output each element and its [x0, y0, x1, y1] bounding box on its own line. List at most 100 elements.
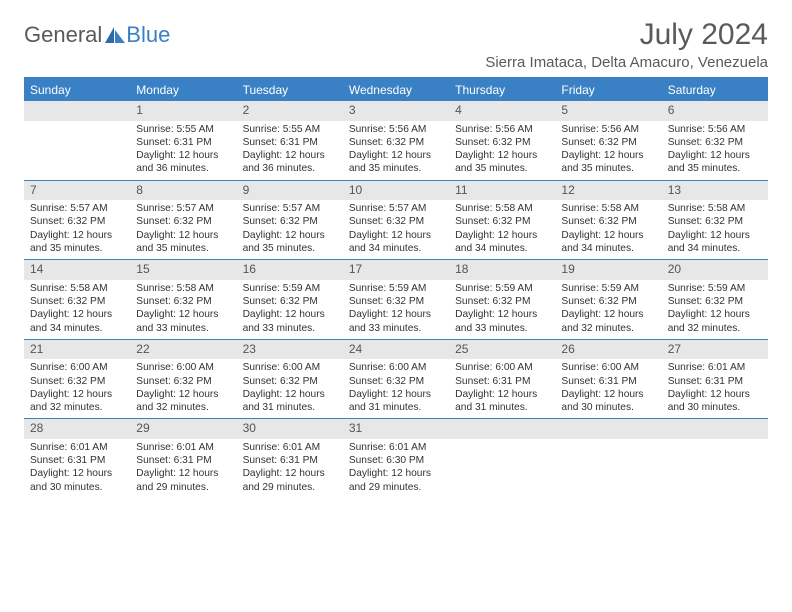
dow-thursday: Thursday [449, 79, 555, 101]
week-row: 28Sunrise: 6:01 AMSunset: 6:31 PMDayligh… [24, 418, 768, 498]
day-cell: 30Sunrise: 6:01 AMSunset: 6:31 PMDayligh… [237, 419, 343, 498]
daylight-text: Daylight: 12 hours and 36 minutes. [136, 149, 230, 176]
sunrise-text: Sunrise: 5:57 AM [243, 202, 337, 215]
day-number: 30 [237, 419, 343, 439]
daylight-text: Daylight: 12 hours and 30 minutes. [561, 388, 655, 415]
daylight-text: Daylight: 12 hours and 32 minutes. [136, 388, 230, 415]
daylight-text: Daylight: 12 hours and 35 minutes. [136, 229, 230, 256]
day-cell: 19Sunrise: 5:59 AMSunset: 6:32 PMDayligh… [555, 260, 661, 339]
sunset-text: Sunset: 6:31 PM [455, 375, 549, 388]
day-number: 15 [130, 260, 236, 280]
day-cell: 7Sunrise: 5:57 AMSunset: 6:32 PMDaylight… [24, 181, 130, 260]
day-cell: 8Sunrise: 5:57 AMSunset: 6:32 PMDaylight… [130, 181, 236, 260]
sunset-text: Sunset: 6:32 PM [561, 215, 655, 228]
sunrise-text: Sunrise: 5:59 AM [455, 282, 549, 295]
dow-friday: Friday [555, 79, 661, 101]
day-details: Sunrise: 6:00 AMSunset: 6:31 PMDaylight:… [555, 359, 661, 418]
day-details: Sunrise: 5:59 AMSunset: 6:32 PMDaylight:… [662, 280, 768, 339]
daylight-text: Daylight: 12 hours and 31 minutes. [349, 388, 443, 415]
sunset-text: Sunset: 6:32 PM [349, 136, 443, 149]
daylight-text: Daylight: 12 hours and 29 minutes. [243, 467, 337, 494]
day-details: Sunrise: 6:00 AMSunset: 6:32 PMDaylight:… [130, 359, 236, 418]
daylight-text: Daylight: 12 hours and 33 minutes. [243, 308, 337, 335]
day-cell: 6Sunrise: 5:56 AMSunset: 6:32 PMDaylight… [662, 101, 768, 180]
daylight-text: Daylight: 12 hours and 33 minutes. [349, 308, 443, 335]
sunrise-text: Sunrise: 6:00 AM [561, 361, 655, 374]
daylight-text: Daylight: 12 hours and 34 minutes. [455, 229, 549, 256]
sunset-text: Sunset: 6:32 PM [668, 136, 762, 149]
weeks-container: 1Sunrise: 5:55 AMSunset: 6:31 PMDaylight… [24, 101, 768, 498]
sunset-text: Sunset: 6:31 PM [243, 136, 337, 149]
day-number: 14 [24, 260, 130, 280]
day-details: Sunrise: 5:55 AMSunset: 6:31 PMDaylight:… [130, 121, 236, 180]
sunrise-text: Sunrise: 6:01 AM [243, 441, 337, 454]
day-number: 23 [237, 340, 343, 360]
day-cell: 9Sunrise: 5:57 AMSunset: 6:32 PMDaylight… [237, 181, 343, 260]
sunrise-text: Sunrise: 5:57 AM [30, 202, 124, 215]
daylight-text: Daylight: 12 hours and 35 minutes. [455, 149, 549, 176]
sunrise-text: Sunrise: 5:58 AM [30, 282, 124, 295]
daylight-text: Daylight: 12 hours and 35 minutes. [349, 149, 443, 176]
day-cell: 27Sunrise: 6:01 AMSunset: 6:31 PMDayligh… [662, 340, 768, 419]
day-cell: 26Sunrise: 6:00 AMSunset: 6:31 PMDayligh… [555, 340, 661, 419]
sunrise-text: Sunrise: 6:00 AM [30, 361, 124, 374]
day-cell: 22Sunrise: 6:00 AMSunset: 6:32 PMDayligh… [130, 340, 236, 419]
day-details: Sunrise: 5:58 AMSunset: 6:32 PMDaylight:… [449, 200, 555, 259]
daylight-text: Daylight: 12 hours and 35 minutes. [668, 149, 762, 176]
daylight-text: Daylight: 12 hours and 29 minutes. [349, 467, 443, 494]
day-cell: 12Sunrise: 5:58 AMSunset: 6:32 PMDayligh… [555, 181, 661, 260]
sunset-text: Sunset: 6:32 PM [243, 375, 337, 388]
day-cell: 16Sunrise: 5:59 AMSunset: 6:32 PMDayligh… [237, 260, 343, 339]
day-cell: 2Sunrise: 5:55 AMSunset: 6:31 PMDaylight… [237, 101, 343, 180]
day-details: Sunrise: 5:58 AMSunset: 6:32 PMDaylight:… [662, 200, 768, 259]
day-details: Sunrise: 5:58 AMSunset: 6:32 PMDaylight:… [24, 280, 130, 339]
daylight-text: Daylight: 12 hours and 31 minutes. [243, 388, 337, 415]
sunset-text: Sunset: 6:32 PM [136, 215, 230, 228]
day-cell: 23Sunrise: 6:00 AMSunset: 6:32 PMDayligh… [237, 340, 343, 419]
day-details: Sunrise: 5:58 AMSunset: 6:32 PMDaylight:… [555, 200, 661, 259]
sunset-text: Sunset: 6:32 PM [455, 215, 549, 228]
daylight-text: Daylight: 12 hours and 30 minutes. [30, 467, 124, 494]
calendar-page: General Blue July 2024 Sierra Imataca, D… [0, 0, 792, 516]
day-cell: 29Sunrise: 6:01 AMSunset: 6:31 PMDayligh… [130, 419, 236, 498]
sunrise-text: Sunrise: 5:56 AM [455, 123, 549, 136]
sunset-text: Sunset: 6:32 PM [30, 375, 124, 388]
day-number: 7 [24, 181, 130, 201]
sunset-text: Sunset: 6:31 PM [136, 136, 230, 149]
sunset-text: Sunset: 6:31 PM [136, 454, 230, 467]
day-details: Sunrise: 6:01 AMSunset: 6:31 PMDaylight:… [662, 359, 768, 418]
sunrise-text: Sunrise: 6:01 AM [136, 441, 230, 454]
day-details: Sunrise: 5:59 AMSunset: 6:32 PMDaylight:… [343, 280, 449, 339]
sunset-text: Sunset: 6:32 PM [243, 295, 337, 308]
day-number: 6 [662, 101, 768, 121]
day-number: 11 [449, 181, 555, 201]
sunrise-text: Sunrise: 5:59 AM [668, 282, 762, 295]
day-number: 22 [130, 340, 236, 360]
week-row: 7Sunrise: 5:57 AMSunset: 6:32 PMDaylight… [24, 180, 768, 260]
sunrise-text: Sunrise: 5:59 AM [243, 282, 337, 295]
title-block: July 2024 Sierra Imataca, Delta Amacuro,… [485, 18, 768, 71]
day-number: 28 [24, 419, 130, 439]
sunrise-text: Sunrise: 6:00 AM [349, 361, 443, 374]
day-number: 5 [555, 101, 661, 121]
daylight-text: Daylight: 12 hours and 35 minutes. [30, 229, 124, 256]
day-details: Sunrise: 6:01 AMSunset: 6:30 PMDaylight:… [343, 439, 449, 498]
week-row: 14Sunrise: 5:58 AMSunset: 6:32 PMDayligh… [24, 259, 768, 339]
day-details: Sunrise: 6:00 AMSunset: 6:32 PMDaylight:… [237, 359, 343, 418]
day-number: 19 [555, 260, 661, 280]
day-cell: 18Sunrise: 5:59 AMSunset: 6:32 PMDayligh… [449, 260, 555, 339]
day-details: Sunrise: 5:56 AMSunset: 6:32 PMDaylight:… [555, 121, 661, 180]
sunrise-text: Sunrise: 5:55 AM [243, 123, 337, 136]
daylight-text: Daylight: 12 hours and 32 minutes. [561, 308, 655, 335]
dow-wednesday: Wednesday [343, 79, 449, 101]
day-number [449, 419, 555, 439]
day-details: Sunrise: 5:59 AMSunset: 6:32 PMDaylight:… [449, 280, 555, 339]
sunset-text: Sunset: 6:31 PM [561, 375, 655, 388]
day-details: Sunrise: 5:58 AMSunset: 6:32 PMDaylight:… [130, 280, 236, 339]
day-details: Sunrise: 5:57 AMSunset: 6:32 PMDaylight:… [130, 200, 236, 259]
dow-saturday: Saturday [662, 79, 768, 101]
day-cell: 20Sunrise: 5:59 AMSunset: 6:32 PMDayligh… [662, 260, 768, 339]
day-number [24, 101, 130, 121]
day-number: 24 [343, 340, 449, 360]
day-details: Sunrise: 5:57 AMSunset: 6:32 PMDaylight:… [343, 200, 449, 259]
